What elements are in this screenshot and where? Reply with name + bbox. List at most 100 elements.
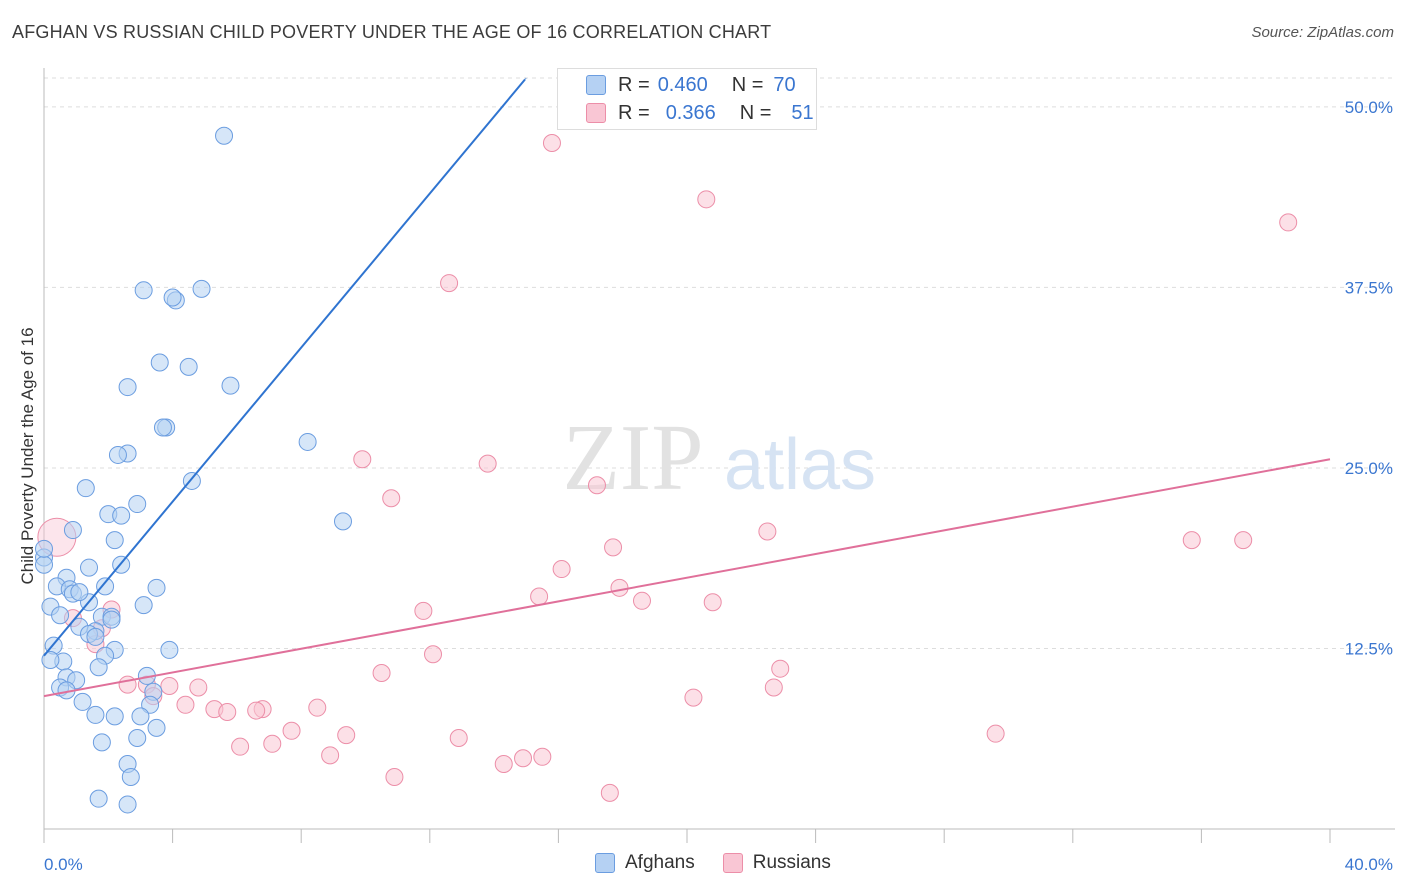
source-label: Source: ZipAtlas.com: [1251, 24, 1394, 41]
watermark: ZIP atlas: [563, 406, 877, 510]
afghans-point: [112, 506, 131, 525]
correlation-legend: R = 0.460 N = 70 R = 0.366 N = 51: [557, 68, 817, 130]
afghans-point: [182, 471, 201, 490]
russians-point: [764, 678, 783, 697]
russians-point: [231, 737, 250, 756]
russians-point: [263, 734, 282, 753]
afghans-point: [134, 596, 153, 615]
russians-point: [986, 724, 1005, 743]
r-label: R =: [618, 73, 650, 96]
russians-point: [189, 678, 208, 697]
afghans-point: [108, 445, 127, 464]
russians-point: [632, 591, 651, 610]
afghans-point: [150, 353, 169, 372]
russians-point: [478, 454, 497, 473]
afghans-point: [76, 479, 95, 498]
afghans-point: [102, 610, 121, 629]
russians-point: [758, 522, 777, 541]
afghans-trend-line: [43, 78, 526, 657]
afghans-point: [160, 640, 179, 659]
russians-point: [449, 729, 468, 748]
y-tick-label: 12.5%: [1345, 639, 1393, 658]
russians-point: [382, 489, 401, 508]
russians-point: [337, 726, 356, 745]
y-tick-label: 50.0%: [1345, 98, 1393, 117]
russians-point: [424, 645, 443, 664]
n-value: 51: [791, 101, 814, 124]
legend-row-russians: R = 0.366 N = 51: [558, 99, 814, 127]
russians-point: [703, 593, 722, 612]
afghans-point: [147, 578, 166, 597]
russians-point: [494, 755, 513, 774]
afghans-point: [333, 512, 352, 531]
russians-point: [1182, 531, 1201, 550]
afghans-point: [80, 558, 99, 577]
legend-item-afghans: Afghans: [595, 852, 695, 874]
russians-point: [218, 703, 237, 722]
n-label: N =: [731, 73, 764, 96]
r-value: 0.460: [657, 73, 708, 96]
afghans-legend-swatch: [595, 853, 615, 873]
russians-swatch: [586, 103, 606, 123]
afghans-point: [86, 705, 105, 724]
russians-point: [697, 190, 716, 209]
russians-point: [552, 560, 571, 579]
watermark-atlas: atlas: [724, 425, 876, 505]
russians-point: [353, 450, 372, 469]
watermark-zip: ZIP: [563, 406, 704, 510]
russians-point: [1234, 531, 1253, 550]
russians-point: [530, 587, 549, 606]
afghans-point: [89, 789, 108, 808]
y-axis-label: Child Poverty Under the Age of 16: [18, 327, 37, 585]
russians-point: [321, 746, 340, 765]
afghans-point: [192, 279, 211, 298]
afghans-point: [298, 432, 317, 451]
afghans-point: [163, 288, 182, 307]
afghans-point: [215, 126, 234, 145]
russians-point: [414, 601, 433, 620]
chart-title: AFGHAN VS RUSSIAN CHILD POVERTY UNDER TH…: [12, 22, 772, 42]
n-label: N =: [739, 101, 772, 124]
afghans-point: [131, 707, 150, 726]
russians-point: [542, 133, 561, 152]
legend-item-russians: Russians: [722, 852, 831, 874]
afghans-point: [121, 768, 140, 787]
r-label: R =: [618, 101, 650, 124]
russians-legend-swatch: [722, 853, 743, 873]
russians-point: [514, 749, 533, 768]
russians-point: [533, 747, 552, 766]
n-value: 70: [773, 73, 796, 96]
x-tick-label: 0.0%: [44, 855, 83, 874]
afghans-point: [70, 583, 89, 602]
russians-point: [176, 695, 195, 714]
afghans-point: [118, 795, 137, 814]
russians-point: [440, 274, 459, 293]
afghans-point: [128, 729, 147, 748]
x-tick-label: 40.0%: [1345, 855, 1393, 874]
afghans-point: [179, 357, 198, 376]
russians-point: [600, 783, 619, 802]
afghans-point: [105, 531, 124, 550]
legend-row-afghans: R = 0.460 N = 70: [558, 71, 796, 99]
russians-point: [247, 701, 266, 720]
russians-point: [684, 688, 703, 707]
afghans-point: [73, 692, 92, 711]
afghans-legend-label: Afghans: [625, 852, 695, 873]
afghans-point: [63, 521, 82, 540]
afghans-point: [153, 418, 172, 437]
russians-point: [160, 677, 179, 696]
afghans-trend-extension: [524, 77, 527, 80]
y-tick-label: 25.0%: [1345, 459, 1393, 478]
y-tick-label: 37.5%: [1345, 278, 1393, 297]
afghans-point: [105, 707, 124, 726]
r-value: 0.366: [665, 101, 716, 124]
afghans-point: [141, 695, 160, 714]
afghans-point: [89, 658, 108, 677]
russians-legend-label: Russians: [752, 852, 831, 873]
afghans-point: [118, 378, 137, 397]
afghans-point: [51, 606, 70, 625]
afghans-point: [35, 555, 53, 574]
russians-point: [610, 578, 629, 597]
afghans-point: [92, 733, 111, 752]
